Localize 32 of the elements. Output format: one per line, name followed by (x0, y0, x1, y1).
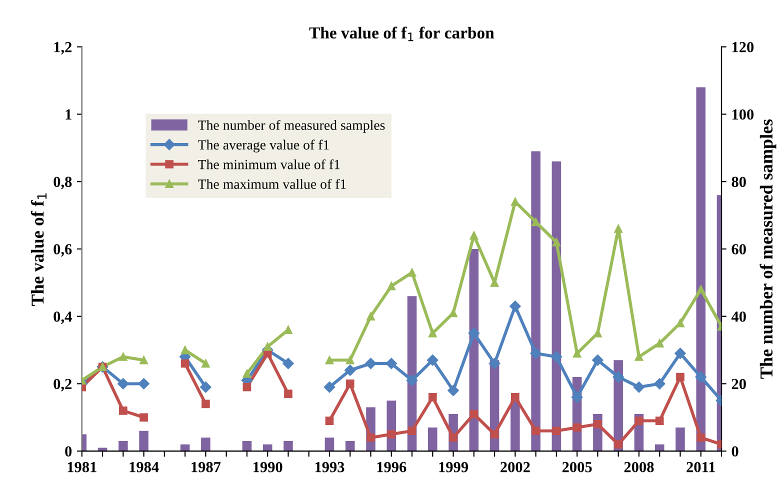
y2-axis-title: The number of measured samples (760, 119, 776, 379)
y2-tick-label: 80 (732, 176, 746, 188)
y-tick-label: 0 (65, 446, 72, 457)
legend-label: The minimum value of f1 (198, 159, 340, 170)
y-tick-label: 0,2 (54, 378, 72, 392)
legend-label: The number of measured samples (198, 120, 385, 133)
y-tick-label: 0,8 (54, 176, 72, 190)
y-tick-label: 0,4 (54, 311, 72, 324)
legend-label: The average value of f1 (198, 140, 329, 152)
y-tick-label: 1,2 (54, 42, 72, 54)
x-tick-label: 2005 (562, 462, 592, 472)
y2-tick-label: 0 (732, 446, 738, 457)
x-tick-label: 1990 (254, 462, 282, 472)
x-tick-label: 2011 (686, 462, 715, 472)
y-tick-label: 1 (66, 109, 72, 120)
x-tick-label: 1993 (315, 462, 344, 472)
y-axis-title: The value of f$_{1}$ (30, 193, 47, 306)
y2-tick-label: 20 (732, 378, 746, 390)
x-tick-label: 1987 (192, 462, 221, 472)
x-tick-label: 2008 (624, 462, 654, 472)
x-tick-label: 1981 (68, 462, 96, 472)
x-tick-label: 2002 (500, 462, 530, 472)
y2-tick-label: 40 (731, 311, 746, 322)
y2-tick-label: 60 (732, 244, 746, 254)
chart-title: The value of f$_{1}$ for carbon (309, 26, 494, 42)
y2-tick-label: 120 (732, 42, 754, 52)
x-tick-label: 1996 (377, 462, 406, 472)
x-tick-label: 1999 (439, 462, 468, 472)
legend-label: The maximum vallue of f1 (198, 178, 346, 189)
y2-tick-label: 100 (732, 109, 754, 120)
x-tick-label: 1984 (130, 462, 159, 472)
y-tick-label: 0,6 (54, 244, 72, 257)
